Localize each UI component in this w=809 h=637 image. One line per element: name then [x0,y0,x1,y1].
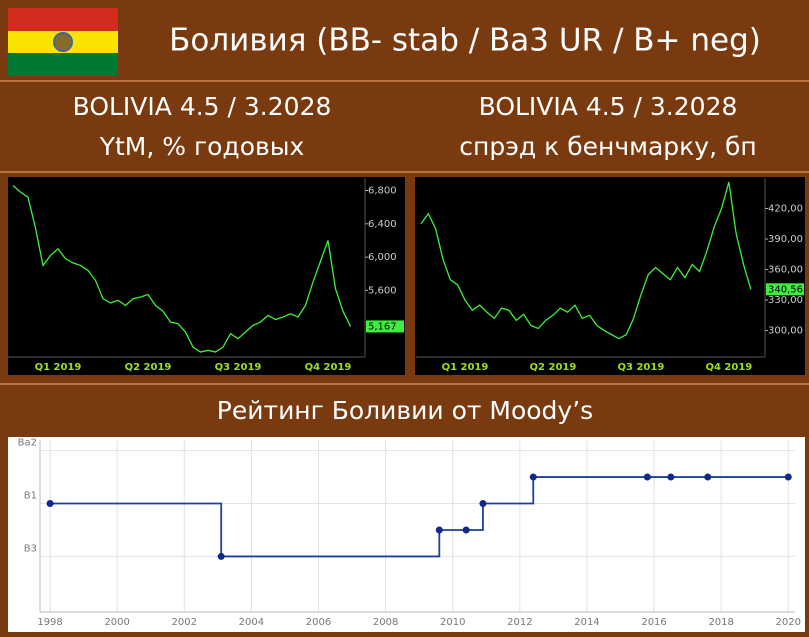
value-label: 5,167 [368,321,397,332]
chart-title: BOLIVIA 4.5 / 3.2028 [73,92,332,121]
x-tick-label: 2004 [239,617,264,628]
value-label: 340,56 [768,284,803,295]
chart-title: Рейтинг Боливии от Moody’s [217,396,593,425]
chart-subtitle: спрэд к бенчмарку, бп [459,132,756,161]
chart-title: BOLIVIA 4.5 / 3.2028 [479,92,738,121]
x-tick-label: 2012 [507,617,532,628]
x-tick-label: 2006 [306,617,331,628]
flag [8,8,118,76]
point [784,473,792,481]
y-tick-label: B3 [24,543,37,554]
x-tick-label: 1998 [37,617,62,628]
x-tick-label: 2002 [172,617,197,628]
y-tick-label: Ba2 [18,438,37,449]
point [479,500,487,508]
chart-panel [8,437,805,632]
line [50,476,789,558]
x-tick-label: Q4 2019 [705,362,752,373]
flag-emblem [53,32,73,52]
last-value-box [366,320,404,333]
x-tick-label: 2008 [373,617,398,628]
y-tick-label: 420,00 [768,204,803,215]
point [46,500,54,508]
point [217,552,225,560]
x-tick-label: 2010 [440,617,465,628]
y-tick-label: 300,00 [768,326,803,337]
point [704,473,712,481]
flag-stripe [8,8,118,31]
y-tick-label: 6,800 [368,185,397,196]
point [667,473,675,481]
chart-subtitle: YtM, % годовых [99,132,305,161]
x-tick-label: 2000 [104,617,129,628]
x-tick-label: Q2 2019 [125,362,172,373]
line [12,185,352,353]
x-tick-label: Q1 2019 [35,362,82,373]
x-tick-label: 2016 [641,617,666,628]
x-tick-label: Q4 2019 [305,362,352,373]
x-tick-label: Q2 2019 [530,362,577,373]
point [643,473,651,481]
y-tick-label: 5,600 [368,285,397,296]
x-tick-label: Q3 2019 [618,362,665,373]
y-tick-label: 390,00 [768,234,803,245]
x-tick-label: Q3 2019 [215,362,262,373]
x-tick-label: 2014 [574,617,599,628]
y-tick-label: B1 [24,491,37,502]
line [420,181,752,340]
x-tick-label: 2018 [708,617,733,628]
chart-panel [415,177,805,375]
flag-stripe [8,53,118,76]
chart-panel [8,177,405,375]
page-title: Боливия (BB- stab / Ba3 UR / B+ neg) [169,23,761,59]
point [529,473,537,481]
y-tick-label: 6,000 [368,252,397,263]
y-tick-label: 360,00 [768,265,803,276]
x-tick-label: Q1 2019 [442,362,489,373]
last-value-box [766,283,804,296]
point [435,526,443,534]
point [462,526,470,534]
x-tick-label: 2020 [776,617,801,628]
y-tick-label: 6,400 [368,219,397,230]
y-tick-label: 330,00 [768,295,803,306]
